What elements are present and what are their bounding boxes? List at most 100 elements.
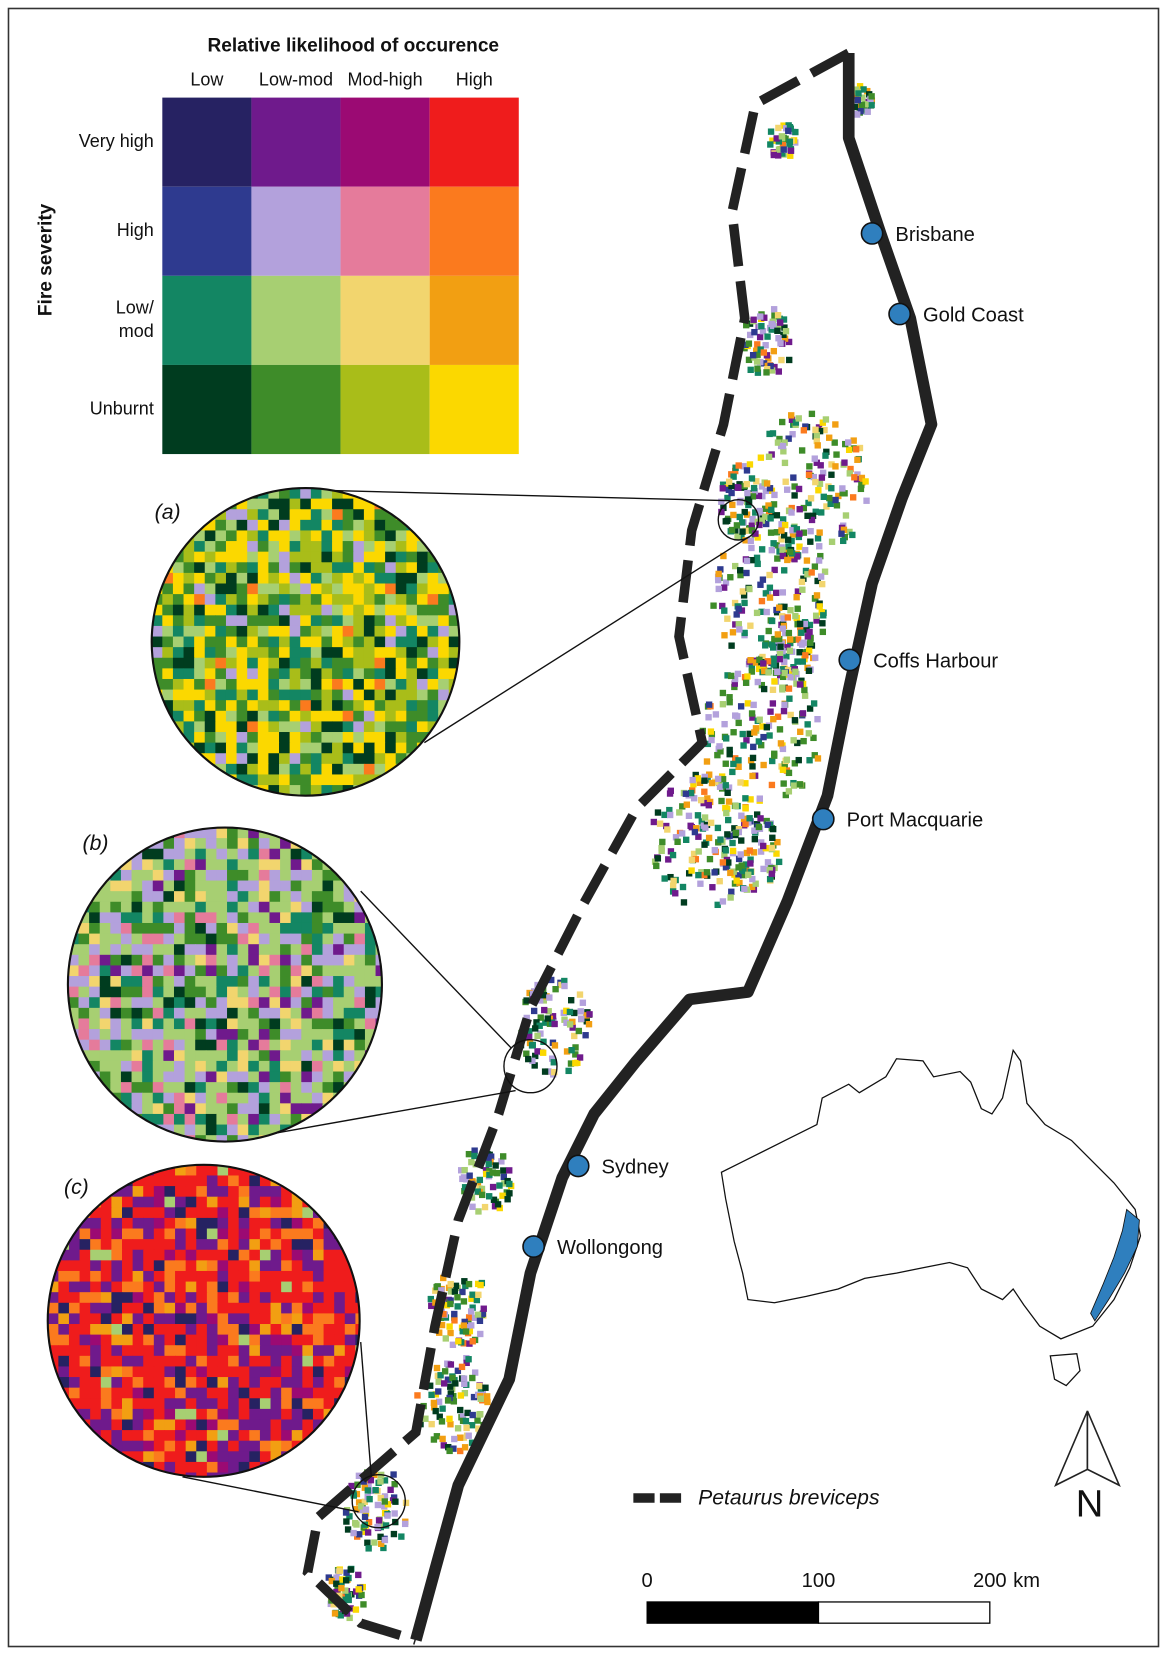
inset-pixel <box>163 912 175 924</box>
inset-pixel <box>206 1451 219 1463</box>
inset-pixel <box>332 732 344 744</box>
inset-pixel <box>143 1260 155 1272</box>
inset-pixel <box>248 976 260 988</box>
inset-pixel <box>194 541 206 553</box>
inset-pixel <box>204 721 216 733</box>
inset-pixel <box>131 1071 143 1083</box>
inset-pixel <box>215 678 227 691</box>
inset-pixel <box>363 530 376 542</box>
inset-pixel <box>79 1313 91 1325</box>
habitat-pixel <box>459 1413 467 1420</box>
inset-pixel <box>311 933 324 945</box>
inset-pixel <box>322 976 334 988</box>
inset-pixel <box>363 678 376 691</box>
inset-pixel <box>247 636 259 648</box>
habitat-pixel <box>382 1522 390 1529</box>
habitat-pixel <box>445 1443 452 1451</box>
inset-pixel <box>249 1313 261 1325</box>
inset-pixel <box>300 657 312 669</box>
habitat-pixel <box>650 818 658 826</box>
inset-pixel <box>164 1164 176 1177</box>
inset-pixel <box>291 1387 303 1399</box>
inset-pixel <box>100 1281 112 1293</box>
habitat-pixel <box>551 1068 558 1076</box>
inset-pixel <box>216 1092 228 1104</box>
habitat-pixel <box>568 997 575 1004</box>
inset-pixel <box>257 742 269 754</box>
habitat-pixel <box>742 820 749 828</box>
inset-pixel <box>142 944 154 956</box>
habitat-pixel <box>744 700 752 707</box>
inset-pixel <box>185 1440 197 1452</box>
habitat-pixel <box>471 1369 479 1376</box>
inset-pixel <box>120 1050 133 1062</box>
inset-pixel <box>310 625 322 638</box>
legend-row-label: Low/ <box>116 297 154 317</box>
inset-pixel <box>175 1355 187 1367</box>
inset-pixel <box>152 933 164 945</box>
inset-pixel <box>99 891 111 903</box>
inset-pixel <box>206 1345 219 1357</box>
inset-pixel <box>257 763 269 775</box>
inset-pixel <box>152 1007 164 1019</box>
inset-pixel <box>195 848 207 860</box>
inset-pixel <box>332 530 344 542</box>
inset-pixel <box>302 1324 314 1336</box>
habitat-pixel <box>576 991 584 998</box>
habitat-pixel <box>742 341 749 348</box>
inset-pixel <box>237 1082 249 1094</box>
habitat-pixel <box>766 875 774 883</box>
inset-pixel <box>215 689 227 701</box>
inset-pixel <box>185 1461 197 1474</box>
inset-pixel <box>163 965 175 977</box>
inset-pixel <box>279 509 291 521</box>
inset-pixel <box>279 678 291 691</box>
inset-pixel <box>280 838 292 850</box>
inset-pixel <box>236 519 248 531</box>
inset-pixel <box>122 1228 134 1240</box>
inset-pixel <box>395 668 407 680</box>
inset-pixel <box>353 498 365 510</box>
inset-pixel <box>110 1029 122 1041</box>
habitat-pixel <box>751 827 758 834</box>
inset-pixel <box>227 922 239 935</box>
inset-pixel <box>228 1164 240 1177</box>
inset-pixel <box>312 1324 325 1336</box>
inset-pixel <box>342 594 354 606</box>
habitat-pixel <box>718 498 725 505</box>
habitat-pixel <box>748 544 755 552</box>
inset-pixel <box>280 869 292 882</box>
inset-pixel <box>132 1313 144 1325</box>
inset-pixel <box>132 1451 144 1463</box>
habitat-pixel <box>856 83 864 90</box>
inset-pixel <box>143 1313 155 1325</box>
habitat-pixel <box>764 821 771 828</box>
habitat-pixel <box>325 1574 332 1581</box>
legend-cell <box>340 364 430 455</box>
inset-pixel <box>142 933 154 945</box>
inset-pixel <box>68 1377 81 1389</box>
habitat-pixel <box>727 869 734 877</box>
habitat-pixel <box>566 1008 574 1016</box>
inset-pixel <box>153 1461 165 1474</box>
inset-pixel <box>195 1092 207 1104</box>
inset-pixel <box>248 1113 260 1126</box>
inset-pixel <box>79 1270 91 1283</box>
habitat-pixel <box>799 710 807 717</box>
inset-pixel <box>236 647 248 659</box>
inset-pixel <box>406 551 418 563</box>
habitat-pixel <box>855 90 862 97</box>
inset-pixel <box>99 965 111 977</box>
habitat-pixel <box>714 751 721 759</box>
inset-pixel <box>322 1029 334 1041</box>
habitat-pixel <box>449 1341 457 1348</box>
inset-pixel <box>280 880 292 892</box>
inset-pixel <box>236 732 248 744</box>
inset-pixel <box>268 721 280 733</box>
inset-pixel <box>249 1175 261 1187</box>
habitat-pixel <box>719 898 727 905</box>
inset-pixel <box>204 668 216 680</box>
inset-pixel <box>67 944 80 956</box>
habitat-pixel <box>832 496 839 504</box>
habitat-pixel <box>819 469 827 477</box>
